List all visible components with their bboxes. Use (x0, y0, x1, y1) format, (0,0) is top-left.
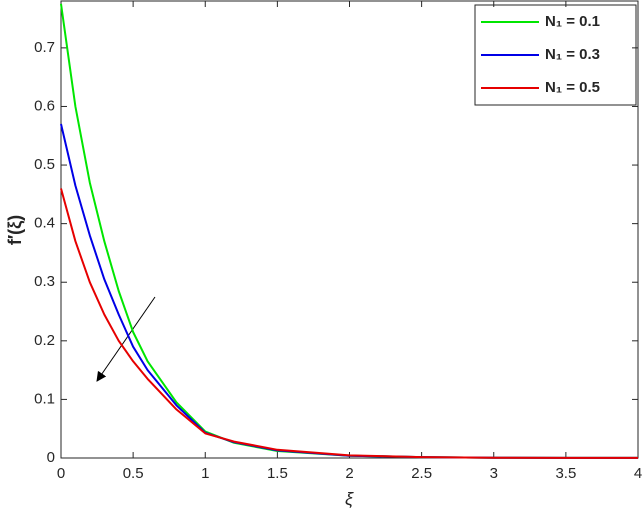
x-tick-label: 3.5 (555, 465, 576, 482)
y-tick-label: 0 (47, 449, 55, 466)
x-tick-label: 4 (634, 465, 642, 482)
y-tick-label: 0.2 (34, 332, 55, 349)
trend-arrow (96, 296, 156, 382)
x-tick-label: 1.5 (267, 465, 288, 482)
y-tick-label: 0.7 (34, 39, 55, 56)
y-tick-label: 0.4 (34, 215, 55, 232)
y-tick-label: 0.1 (34, 390, 55, 407)
legend: N₁ = 0.1 N₁ = 0.3 N₁ = 0.5 (474, 4, 637, 106)
x-tick-label: 3 (490, 465, 498, 482)
y-axis-label: f′(ξ) (5, 215, 26, 245)
x-tick-label: 2 (345, 465, 353, 482)
legend-label: N₁ = 0.5 (545, 79, 600, 96)
x-tick-label: 0 (57, 465, 65, 482)
legend-label: N₁ = 0.3 (545, 46, 600, 63)
y-tick-label: 0.5 (34, 156, 55, 173)
x-tick-label: 0.5 (123, 465, 144, 482)
x-tick-label: 2.5 (411, 465, 432, 482)
y-tick-label: 0.6 (34, 97, 55, 114)
legend-label: N₁ = 0.1 (545, 13, 600, 30)
data-line (60, 188, 638, 459)
x-tick-label: 1 (201, 465, 209, 482)
y-tick-label: 0.3 (34, 273, 55, 290)
x-axis-label: ξ (345, 489, 354, 509)
